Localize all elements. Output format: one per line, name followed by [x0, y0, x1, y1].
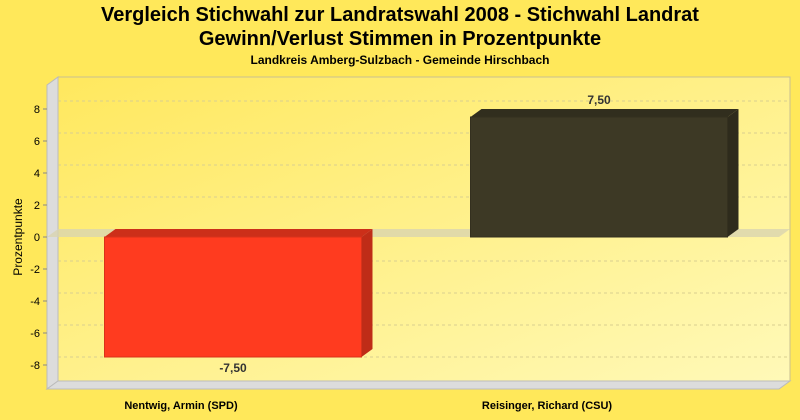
y-tick-label: -4 [30, 296, 40, 308]
x-tick-label: Nentwig, Armin (SPD) [124, 400, 238, 412]
y-tick-label: -6 [30, 328, 40, 340]
y-tick-label: -8 [30, 360, 40, 372]
plot-floor [45, 380, 792, 390]
chart-title: Vergleich Stichwahl zur Landratswahl 200… [101, 4, 699, 26]
bar [104, 236, 362, 358]
y-tick-label: 2 [34, 200, 40, 212]
bar-top [470, 109, 739, 117]
bar-top [104, 229, 373, 237]
bar-side [361, 229, 373, 357]
y-tick-label: 4 [34, 168, 40, 180]
y-tick-label: 0 [34, 232, 40, 244]
chart-subtitle: Gewinn/Verlust Stimmen in Prozentpunkte [198, 28, 602, 50]
data-label: -7,50 [219, 361, 247, 375]
data-label: 7,50 [587, 93, 611, 107]
bar [470, 116, 728, 238]
y-tick-label: 8 [34, 104, 40, 116]
x-tick-label: Reisinger, Richard (CSU) [482, 400, 613, 412]
bar-side [727, 109, 739, 237]
chart-subsubtitle: Landkreis Amberg-Sulzbach - Gemeinde Hir… [250, 53, 550, 67]
y-tick-label: 6 [34, 136, 40, 148]
y-tick-label: -2 [30, 264, 40, 276]
y-axis-label: Prozentpunkte [11, 198, 25, 276]
